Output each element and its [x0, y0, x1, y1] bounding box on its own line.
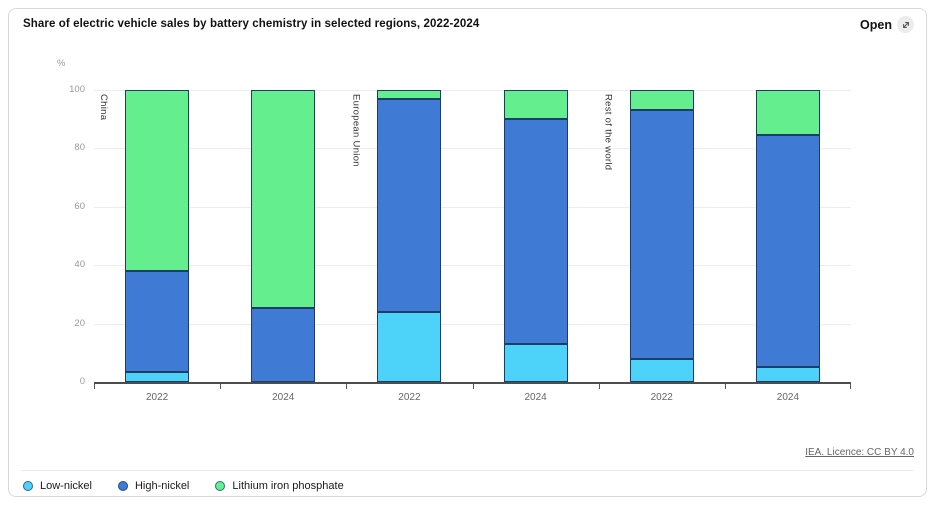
- y-tick-label: 80: [74, 142, 85, 154]
- bar-segment[interactable]: [251, 90, 316, 308]
- open-button[interactable]: Open: [860, 16, 914, 33]
- gridline: [94, 148, 851, 150]
- x-axis-tick: [724, 384, 726, 389]
- chart-card: Share of electric vehicle sales by batte…: [8, 8, 927, 497]
- x-category-label: 2022: [398, 392, 421, 403]
- region-label: European Union: [350, 94, 362, 167]
- x-axis-tick: [472, 384, 474, 389]
- legend-dot-icon: [23, 481, 33, 491]
- gridline: [94, 206, 851, 208]
- bar-segment[interactable]: [377, 90, 442, 99]
- legend-dot-icon: [117, 481, 128, 491]
- legend-label: High-nickel: [134, 480, 190, 492]
- bar-segment[interactable]: [251, 307, 316, 382]
- x-category-label: 2022: [145, 392, 169, 403]
- bar-segment[interactable]: [629, 90, 694, 111]
- x-axis-tick: [850, 384, 851, 389]
- region-label: China: [98, 94, 109, 121]
- y-tick-label: 20: [74, 317, 85, 329]
- region-label: Rest of the world: [602, 94, 614, 171]
- bar-segment[interactable]: [755, 90, 820, 136]
- bar-segment[interactable]: [377, 311, 442, 382]
- x-category-label: 2024: [524, 392, 547, 403]
- gridline: [94, 265, 851, 267]
- gridline: [94, 90, 851, 91]
- y-tick-label: 60: [74, 200, 85, 212]
- footer-separator: [22, 470, 913, 471]
- x-category-label: 2024: [776, 392, 800, 403]
- gridline: [94, 323, 851, 325]
- expand-icon: [897, 16, 914, 33]
- open-button-label: Open: [860, 17, 892, 32]
- legend-dot-icon: [215, 481, 226, 491]
- x-axis-tick: [598, 384, 600, 389]
- bar-segment[interactable]: [629, 110, 694, 359]
- bar-segment[interactable]: [503, 90, 568, 120]
- y-tick-label: 0: [79, 376, 85, 387]
- x-axis-tick: [220, 384, 222, 389]
- bar-segment[interactable]: [125, 371, 190, 382]
- x-category-label: 2024: [272, 392, 295, 403]
- bar-segment[interactable]: [503, 119, 568, 344]
- y-tick-label: 100: [69, 84, 85, 95]
- chart-title: Share of electric vehicle sales by batte…: [23, 18, 480, 30]
- bar-segment[interactable]: [503, 344, 568, 382]
- plot-area: 0 20 40 60 80 100 2022 2024 2022 2024 2022 2024 Chin…: [69, 84, 851, 403]
- y-tick-label: 40: [74, 259, 85, 271]
- x-axis-tick: [94, 384, 95, 389]
- legend-item[interactable]: High-nickel: [117, 480, 190, 492]
- bar-segment[interactable]: [377, 98, 442, 312]
- x-category-label: 2022: [650, 392, 673, 403]
- chart-legend: Low-nickel High-nickel Lithium iron phosph…: [23, 480, 344, 492]
- x-axis-tick: [346, 384, 348, 389]
- legend-item[interactable]: Low-nickel: [23, 480, 92, 492]
- bar-segment[interactable]: [755, 367, 820, 382]
- legend-item[interactable]: Lithium iron phosphate: [215, 480, 344, 492]
- source-attribution-link[interactable]: IEA. Licence: CC BY 4.0: [805, 447, 914, 458]
- bar-segment[interactable]: [125, 271, 190, 372]
- bar-segment[interactable]: [755, 135, 820, 368]
- legend-label: Low-nickel: [40, 480, 92, 492]
- legend-label: Lithium iron phosphate: [232, 480, 344, 492]
- y-axis-unit-label: %: [57, 58, 66, 69]
- bar-segment[interactable]: [629, 358, 694, 382]
- bar-segment[interactable]: [125, 90, 190, 271]
